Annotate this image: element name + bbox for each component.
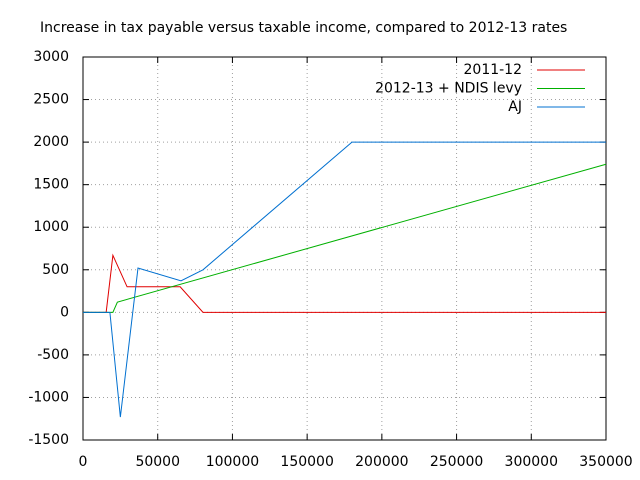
y-tick-label: 3000 [33, 49, 69, 65]
x-tick-label: 200000 [355, 454, 408, 470]
y-tick-label: 500 [42, 262, 69, 278]
x-tick-label: 350000 [579, 454, 632, 470]
x-tick-label: 0 [79, 454, 88, 470]
y-tick-label: 2500 [33, 92, 69, 108]
chart-title: Increase in tax payable versus taxable i… [40, 20, 567, 36]
legend-label: 2012-13 + NDIS levy [375, 81, 522, 97]
y-tick-label: 0 [60, 304, 69, 320]
y-tick-label: -1000 [28, 389, 69, 405]
series-line [83, 163, 607, 313]
x-tick-label: 150000 [280, 454, 333, 470]
y-tick-label: -1500 [28, 432, 69, 448]
x-tick-label: 250000 [430, 454, 483, 470]
y-tick-label: 1500 [33, 177, 69, 193]
series-line [83, 141, 606, 418]
legend-label: 2011-12 [464, 62, 523, 78]
series-line [83, 253, 606, 313]
plot-frame [82, 56, 607, 441]
legend-label: AJ [508, 99, 522, 115]
y-tick-label: 1000 [33, 219, 69, 235]
y-tick-label: -500 [37, 347, 69, 363]
x-tick-label: 100000 [206, 454, 259, 470]
x-tick-label: 50000 [135, 454, 180, 470]
x-tick-label: 300000 [505, 454, 558, 470]
y-tick-label: 2000 [33, 134, 69, 150]
